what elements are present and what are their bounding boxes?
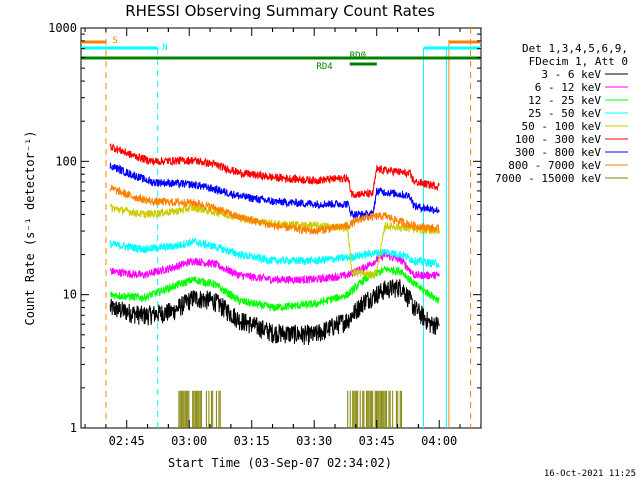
- series-bursts: [178, 390, 402, 428]
- legend-header-line-2: FDecim 1, Att 0: [529, 55, 628, 68]
- series-line: [109, 184, 440, 235]
- legend-label: 300 - 800 keV: [515, 146, 601, 159]
- series-layer: [109, 143, 440, 428]
- axis-layer: 1 10 100 1000 02:45 03:00 03:15 03:30 03:45 04:00: [48, 21, 482, 448]
- x-tick-label: 03:15: [234, 434, 270, 448]
- series-line: [109, 143, 440, 199]
- legend-label: 6 - 12 keV: [535, 81, 602, 94]
- legend-label: 7000 - 15000 keV: [495, 172, 601, 185]
- x-tick-label: 04:00: [421, 434, 457, 448]
- series-line: [109, 279, 440, 346]
- y-tick-label: 10: [63, 288, 77, 302]
- y-axis-label: Count Rate (s⁻¹ detector⁻¹): [23, 130, 37, 325]
- series-line: [109, 237, 440, 269]
- timestamp: 16-Oct-2021 11:25: [544, 469, 636, 479]
- rd4-label: RD4: [316, 62, 332, 72]
- y-tick-label: 1000: [48, 21, 77, 35]
- x-tick-label: 03:45: [359, 434, 395, 448]
- saa-label: S: [112, 36, 117, 46]
- x-tick-label: 03:30: [296, 434, 332, 448]
- x-tick-label: 03:00: [171, 434, 207, 448]
- y-tick-label: 100: [55, 154, 77, 168]
- legend-label: 25 - 50 keV: [528, 107, 601, 120]
- plot-frame: [80, 27, 482, 429]
- series-line: [109, 162, 440, 221]
- legend-label: 12 - 25 keV: [528, 94, 601, 107]
- series-line: [109, 202, 440, 279]
- x-tick-label: 02:45: [109, 434, 145, 448]
- rd0-label: RD0: [350, 51, 366, 61]
- legend-header-line-1: Det 1,3,4,5,6,9,: [522, 42, 628, 55]
- chart-title: RHESSI Observing Summary Count Rates: [125, 2, 435, 20]
- annotation-layer: S N RD0 RD4: [81, 28, 481, 428]
- legend: Det 1,3,4,5,6,9, FDecim 1, Att 0 3 - 6 k…: [495, 42, 628, 185]
- legend-label: 800 - 7000 keV: [508, 159, 601, 172]
- y-tick-label: 1: [70, 421, 77, 435]
- legend-label: 50 - 100 keV: [522, 120, 602, 133]
- x-axis-label: Start Time (03-Sep-07 02:34:02): [168, 456, 392, 470]
- series-line: [109, 250, 440, 285]
- legend-label: 3 - 6 keV: [541, 68, 601, 81]
- legend-label: 100 - 300 keV: [515, 133, 601, 146]
- series-line: [109, 266, 440, 312]
- night-label: N: [162, 43, 167, 53]
